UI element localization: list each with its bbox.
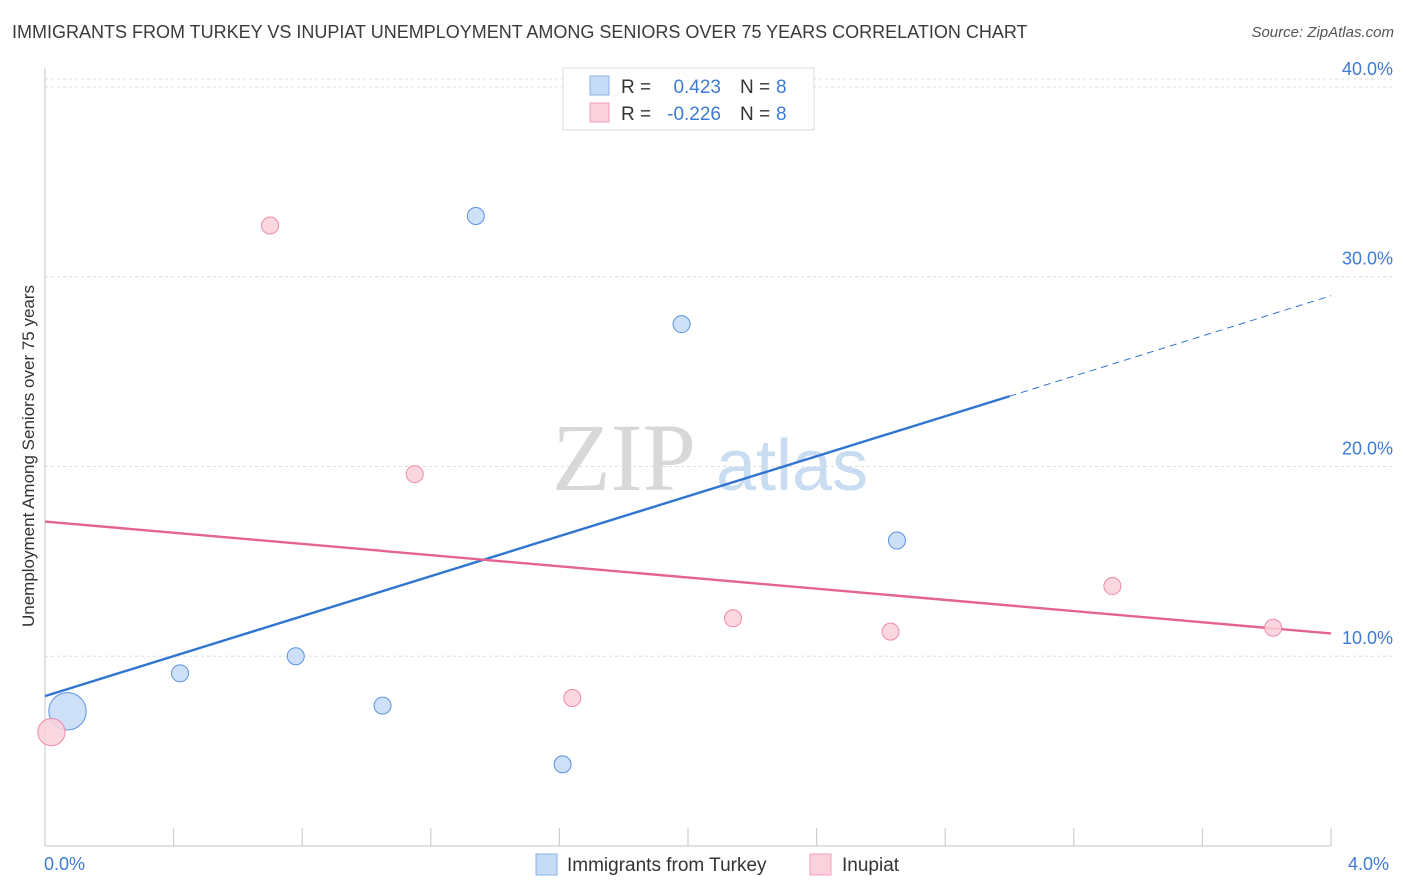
x-tick-label-min: 0.0% bbox=[44, 854, 85, 874]
y-tick-label: 30.0% bbox=[1342, 249, 1393, 269]
source-attribution: Source: ZipAtlas.com bbox=[1251, 24, 1394, 41]
legend-swatch-turkey bbox=[589, 75, 610, 96]
gridlines bbox=[45, 78, 1394, 657]
legend-n-label-turkey: N = bbox=[740, 77, 770, 98]
data-point-inupiat bbox=[563, 688, 582, 707]
watermark-zip: ZIP bbox=[552, 404, 696, 511]
series-legend-swatch-inupiat bbox=[809, 853, 832, 876]
series-legend: Immigrants from Turkey Inupiat bbox=[535, 853, 900, 876]
series-legend-label-inupiat: Inupiat bbox=[842, 855, 900, 876]
trend-lines bbox=[44, 295, 1332, 698]
data-point-turkey bbox=[171, 664, 190, 683]
legend-r-label-turkey: R = bbox=[621, 77, 651, 98]
data-point-turkey bbox=[286, 647, 305, 666]
y-tick-label: 40.0% bbox=[1342, 59, 1393, 79]
legend-r-label-inupiat: R = bbox=[621, 104, 651, 125]
data-point-inupiat bbox=[881, 622, 900, 641]
data-point-inupiat bbox=[724, 609, 743, 628]
y-tick-labels: 10.0% 20.0% 30.0% 40.0% bbox=[1342, 59, 1393, 648]
data-point-inupiat bbox=[261, 216, 280, 235]
legend-r-value-inupiat: -0.226 bbox=[667, 104, 721, 125]
data-point-turkey bbox=[887, 531, 906, 550]
legend-n-label-inupiat: N = bbox=[740, 104, 770, 125]
x-ticks bbox=[173, 828, 1332, 846]
x-tick-label-max: 4.0% bbox=[1348, 854, 1389, 874]
data-point-inupiat bbox=[37, 718, 66, 747]
series-legend-swatch-turkey bbox=[535, 853, 558, 876]
data-point-turkey bbox=[373, 696, 392, 715]
y-tick-label: 20.0% bbox=[1342, 438, 1393, 458]
data-points bbox=[37, 207, 1283, 774]
data-point-turkey bbox=[672, 315, 691, 334]
data-point-inupiat bbox=[1264, 618, 1283, 637]
legend-r-value-turkey: 0.423 bbox=[673, 77, 721, 98]
trend-line-turkey bbox=[44, 395, 1010, 698]
chart-title: IMMIGRANTS FROM TURKEY VS INUPIAT UNEMPL… bbox=[12, 22, 1028, 42]
data-point-inupiat bbox=[1103, 577, 1122, 596]
trend-line-inupiat bbox=[44, 520, 1332, 635]
legend-swatch-inupiat bbox=[589, 102, 610, 123]
y-axis-label: Unemployment Among Seniors over 75 years bbox=[19, 285, 38, 627]
series-legend-label-turkey: Immigrants from Turkey bbox=[567, 855, 767, 876]
data-point-inupiat bbox=[405, 465, 424, 484]
legend-n-value-turkey: 8 bbox=[776, 77, 787, 98]
data-point-turkey bbox=[553, 755, 572, 774]
stats-legend: R = 0.423 N = 8 R = -0.226 N = 8 bbox=[562, 67, 815, 131]
y-tick-label: 10.0% bbox=[1342, 628, 1393, 648]
data-point-turkey bbox=[466, 207, 485, 226]
trend-line-turkey-extension bbox=[1009, 295, 1332, 397]
legend-n-value-inupiat: 8 bbox=[776, 104, 787, 125]
